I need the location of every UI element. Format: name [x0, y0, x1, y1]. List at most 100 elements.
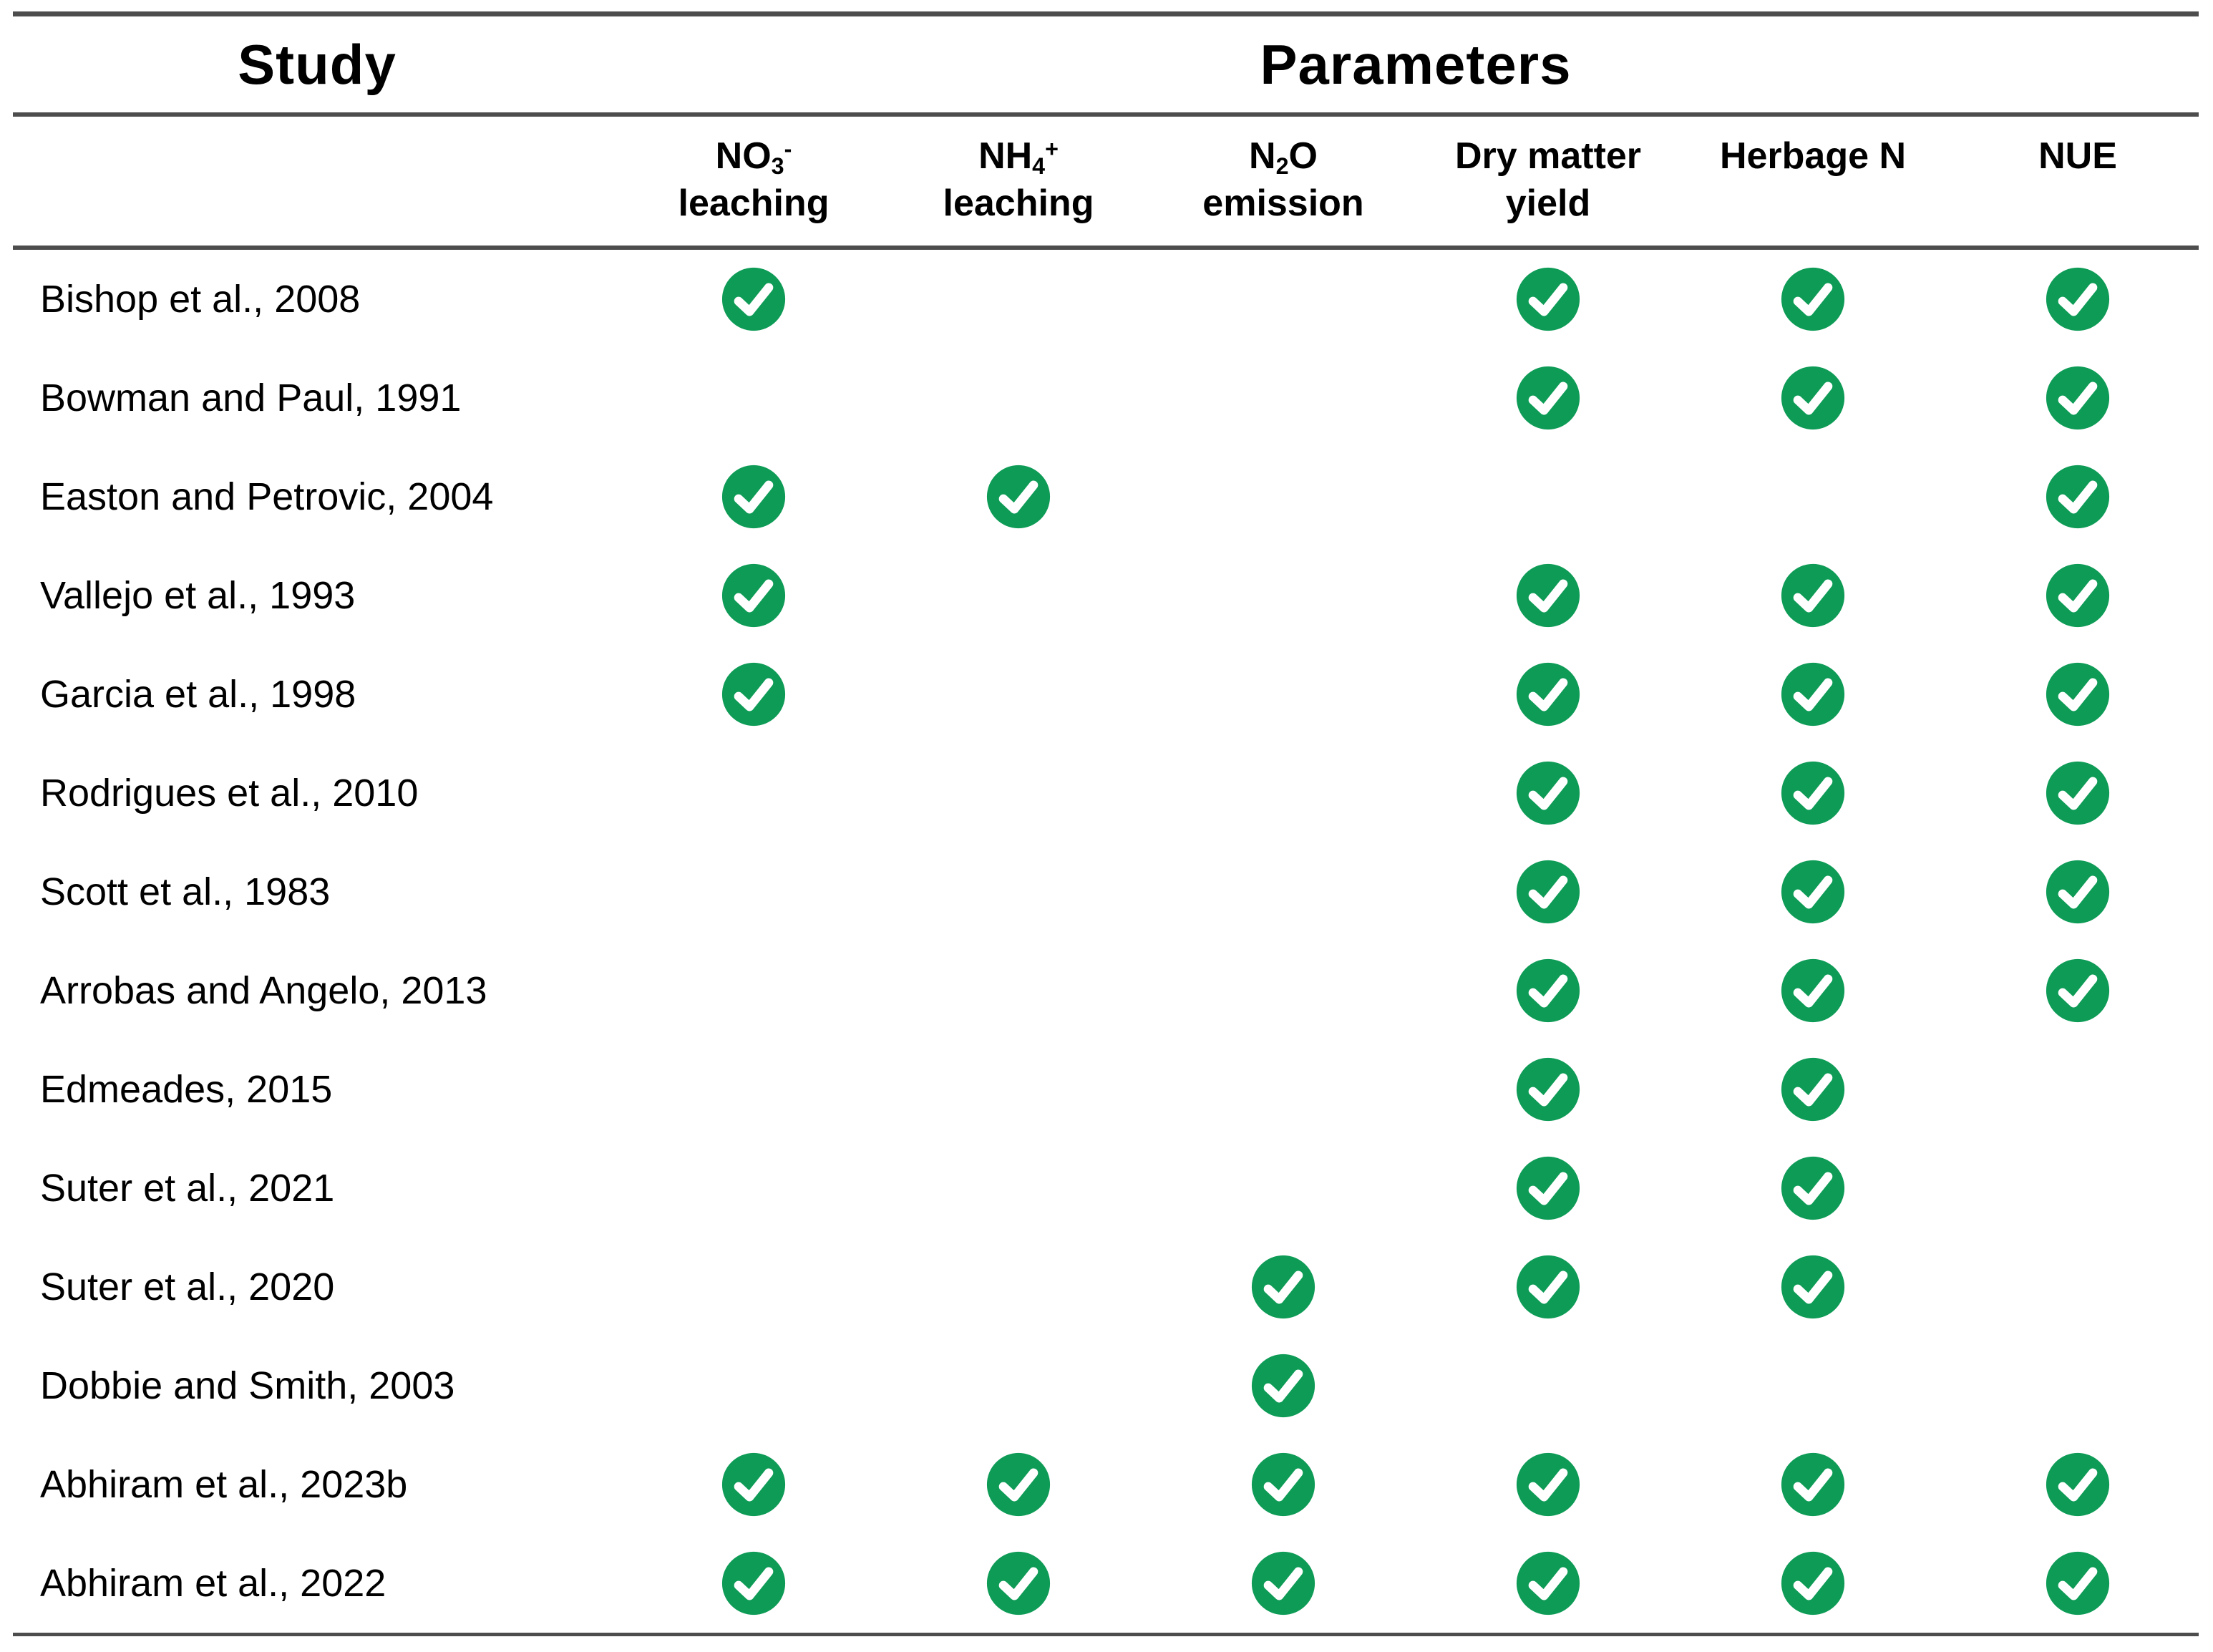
study-name-cell: Scott et al., 1983 [40, 870, 331, 913]
check-cell [621, 941, 886, 1040]
check-cell [1416, 1336, 1681, 1435]
check-cell [1681, 546, 1945, 645]
check-icon [2046, 1452, 2110, 1517]
column-header-cell: NO3- leaching [621, 132, 886, 227]
check-cell [621, 546, 886, 645]
table-row: Arrobas and Angelo, 2013 [13, 941, 2199, 1040]
check-cell [886, 1435, 1151, 1534]
column-header-line2: emission [1202, 183, 1364, 224]
check-icon [1251, 1255, 1315, 1319]
column-header-cell: N2O emission [1151, 132, 1416, 227]
check-cell [1945, 842, 2210, 941]
check-cell [1681, 1435, 1945, 1534]
check-cell [1681, 842, 1945, 941]
check-icon [721, 267, 786, 331]
check-icon [2046, 267, 2110, 331]
table-row: Suter et al., 2020 [13, 1238, 2199, 1336]
check-cell [1681, 447, 1945, 546]
check-icon [2046, 860, 2110, 924]
check-cell [1681, 744, 1945, 842]
check-icon [721, 1551, 786, 1615]
header-divider-line [13, 112, 2199, 117]
check-cell [886, 546, 1151, 645]
check-cell [621, 645, 886, 744]
study-name-cell: Garcia et al., 1998 [40, 673, 356, 716]
check-cell [886, 349, 1151, 447]
check-cell [886, 645, 1151, 744]
column-header-row: NO3- leaching NH4+ leaching N2O emission… [13, 117, 2199, 246]
column-header-divider-line [13, 246, 2199, 250]
check-cell [1416, 645, 1681, 744]
check-cell [1416, 546, 1681, 645]
check-cell [1151, 1435, 1416, 1534]
check-icon [1516, 958, 1580, 1023]
check-cell [1681, 941, 1945, 1040]
column-header-line1: NO3- [715, 135, 792, 180]
check-cell [1945, 250, 2210, 349]
check-cell [1151, 447, 1416, 546]
study-name-cell: Dobbie and Smith, 2003 [40, 1364, 455, 1407]
check-icon [1516, 1255, 1580, 1319]
table-row: Abhiram et al., 2022 [13, 1534, 2199, 1633]
check-cell [621, 250, 886, 349]
check-cell [1151, 842, 1416, 941]
check-cell [1416, 1534, 1681, 1633]
check-icon [2046, 465, 2110, 529]
check-icon [1251, 1551, 1315, 1615]
study-name-cell: Abhiram et al., 2022 [40, 1562, 386, 1605]
check-cell [1151, 744, 1416, 842]
check-icon [1251, 1452, 1315, 1517]
check-cell [1945, 546, 2210, 645]
study-column-title: Study [238, 32, 397, 96]
check-icon [1781, 1156, 1845, 1220]
check-cell [886, 1336, 1151, 1435]
check-icon [1516, 267, 1580, 331]
check-cell [886, 842, 1151, 941]
check-cell [1945, 1435, 2210, 1534]
check-cell [1945, 1040, 2210, 1139]
column-header-line1: NH4+ [978, 135, 1059, 180]
check-icon [2046, 958, 2110, 1023]
check-cell [1151, 645, 1416, 744]
check-icon [1781, 267, 1845, 331]
check-cell [621, 1336, 886, 1435]
check-icon [1781, 761, 1845, 825]
column-header-cell: NUE [1945, 132, 2210, 180]
check-icon [986, 1452, 1051, 1517]
check-cell [1416, 941, 1681, 1040]
check-icon [2046, 761, 2110, 825]
check-icon [1516, 366, 1580, 430]
check-cell [621, 1534, 886, 1633]
study-name-cell: Arrobas and Angelo, 2013 [40, 969, 487, 1012]
table-title-row: Study Parameters [13, 16, 2199, 112]
table-body: Bishop et al., 2008 Bowman and Paul, 199… [13, 250, 2199, 1633]
study-name-cell: Rodrigues et al., 2010 [40, 772, 419, 815]
study-name-cell: Suter et al., 2020 [40, 1265, 335, 1308]
check-cell [1945, 447, 2210, 546]
check-cell [1151, 941, 1416, 1040]
check-cell [1151, 546, 1416, 645]
table-row: Edmeades, 2015 [13, 1040, 2199, 1139]
table-row: Vallejo et al., 1993 [13, 546, 2199, 645]
check-cell [1416, 1040, 1681, 1139]
check-cell [1151, 1336, 1416, 1435]
check-cell [1681, 1336, 1945, 1435]
check-cell [1416, 842, 1681, 941]
check-icon [1781, 860, 1845, 924]
check-cell [1945, 941, 2210, 1040]
check-cell [1416, 1238, 1681, 1336]
check-cell [1945, 349, 2210, 447]
top-border-line [13, 11, 2199, 16]
check-cell [1945, 1238, 2210, 1336]
check-cell [621, 744, 886, 842]
check-icon [2046, 1551, 2110, 1615]
check-cell [886, 1238, 1151, 1336]
study-name-cell: Abhiram et al., 2023b [40, 1463, 408, 1506]
check-cell [1945, 1336, 2210, 1435]
check-icon [1516, 563, 1580, 628]
check-cell [621, 447, 886, 546]
check-cell [1681, 349, 1945, 447]
table-row: Dobbie and Smith, 2003 [13, 1336, 2199, 1435]
check-cell [621, 842, 886, 941]
check-cell [621, 1435, 886, 1534]
